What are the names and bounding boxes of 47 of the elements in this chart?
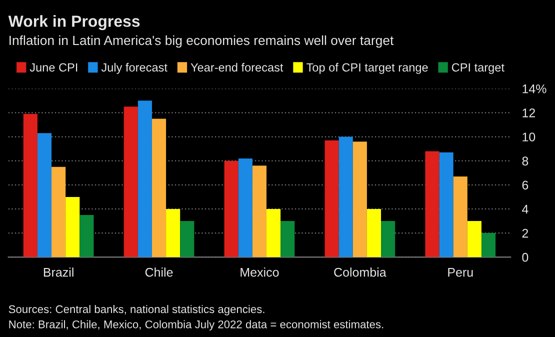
bar — [467, 221, 482, 258]
bar — [324, 140, 339, 258]
bar — [23, 114, 38, 258]
y-tick-label: 8 — [522, 156, 528, 166]
bar — [124, 106, 138, 258]
x-tick-label: Peru — [448, 268, 473, 277]
bar — [166, 208, 180, 258]
bar — [66, 196, 80, 258]
x-tick-label: Chile — [145, 268, 173, 277]
bar — [52, 166, 66, 258]
text: Note: Brazil, Chile, Mexico, Colombia July 2022 data = economist estimates. — [9, 320, 384, 331]
y-tick-label: 14% — [522, 84, 546, 94]
bar — [352, 142, 367, 258]
bar — [252, 166, 266, 258]
bar — [238, 158, 252, 258]
bar — [180, 221, 194, 258]
source-note: Sources: Central banks, national statistics agencies. — [8, 304, 264, 316]
bar — [453, 176, 468, 258]
bar — [425, 151, 440, 258]
bar — [439, 152, 454, 258]
bar — [266, 208, 281, 258]
chart-subtitle: Inflation in Latin America's big economies remains well over target — [10, 35, 394, 48]
x-tick-label: Mexico — [240, 268, 279, 277]
bar — [366, 208, 382, 258]
x-tick-label: Colombia — [334, 268, 386, 277]
bar — [224, 160, 238, 258]
y-tick-label: 6 — [522, 180, 528, 190]
bar — [481, 233, 496, 258]
y-tick-label: 12 — [522, 108, 535, 118]
bar — [138, 100, 152, 258]
legend-label: Top of CPI target range — [306, 62, 428, 74]
legend-label: July forecast — [101, 62, 168, 74]
y-tick-label: 0 — [522, 252, 528, 262]
legend-label: CPI target — [452, 63, 504, 74]
chart-title: Work in Progress — [8, 15, 140, 30]
legend-label: Year-end forecast — [190, 62, 284, 72]
bar — [80, 215, 94, 258]
bar — [152, 118, 166, 258]
y-tick-label: 10 — [522, 132, 536, 142]
bar — [381, 221, 396, 258]
bar — [37, 133, 52, 258]
legend-label: June CPI — [30, 63, 78, 72]
x-tick-label: Brazil — [44, 268, 74, 277]
bar — [338, 136, 353, 258]
y-tick-label: 4 — [522, 204, 528, 214]
y-tick-label: 2 — [522, 228, 528, 238]
bar — [280, 221, 295, 258]
